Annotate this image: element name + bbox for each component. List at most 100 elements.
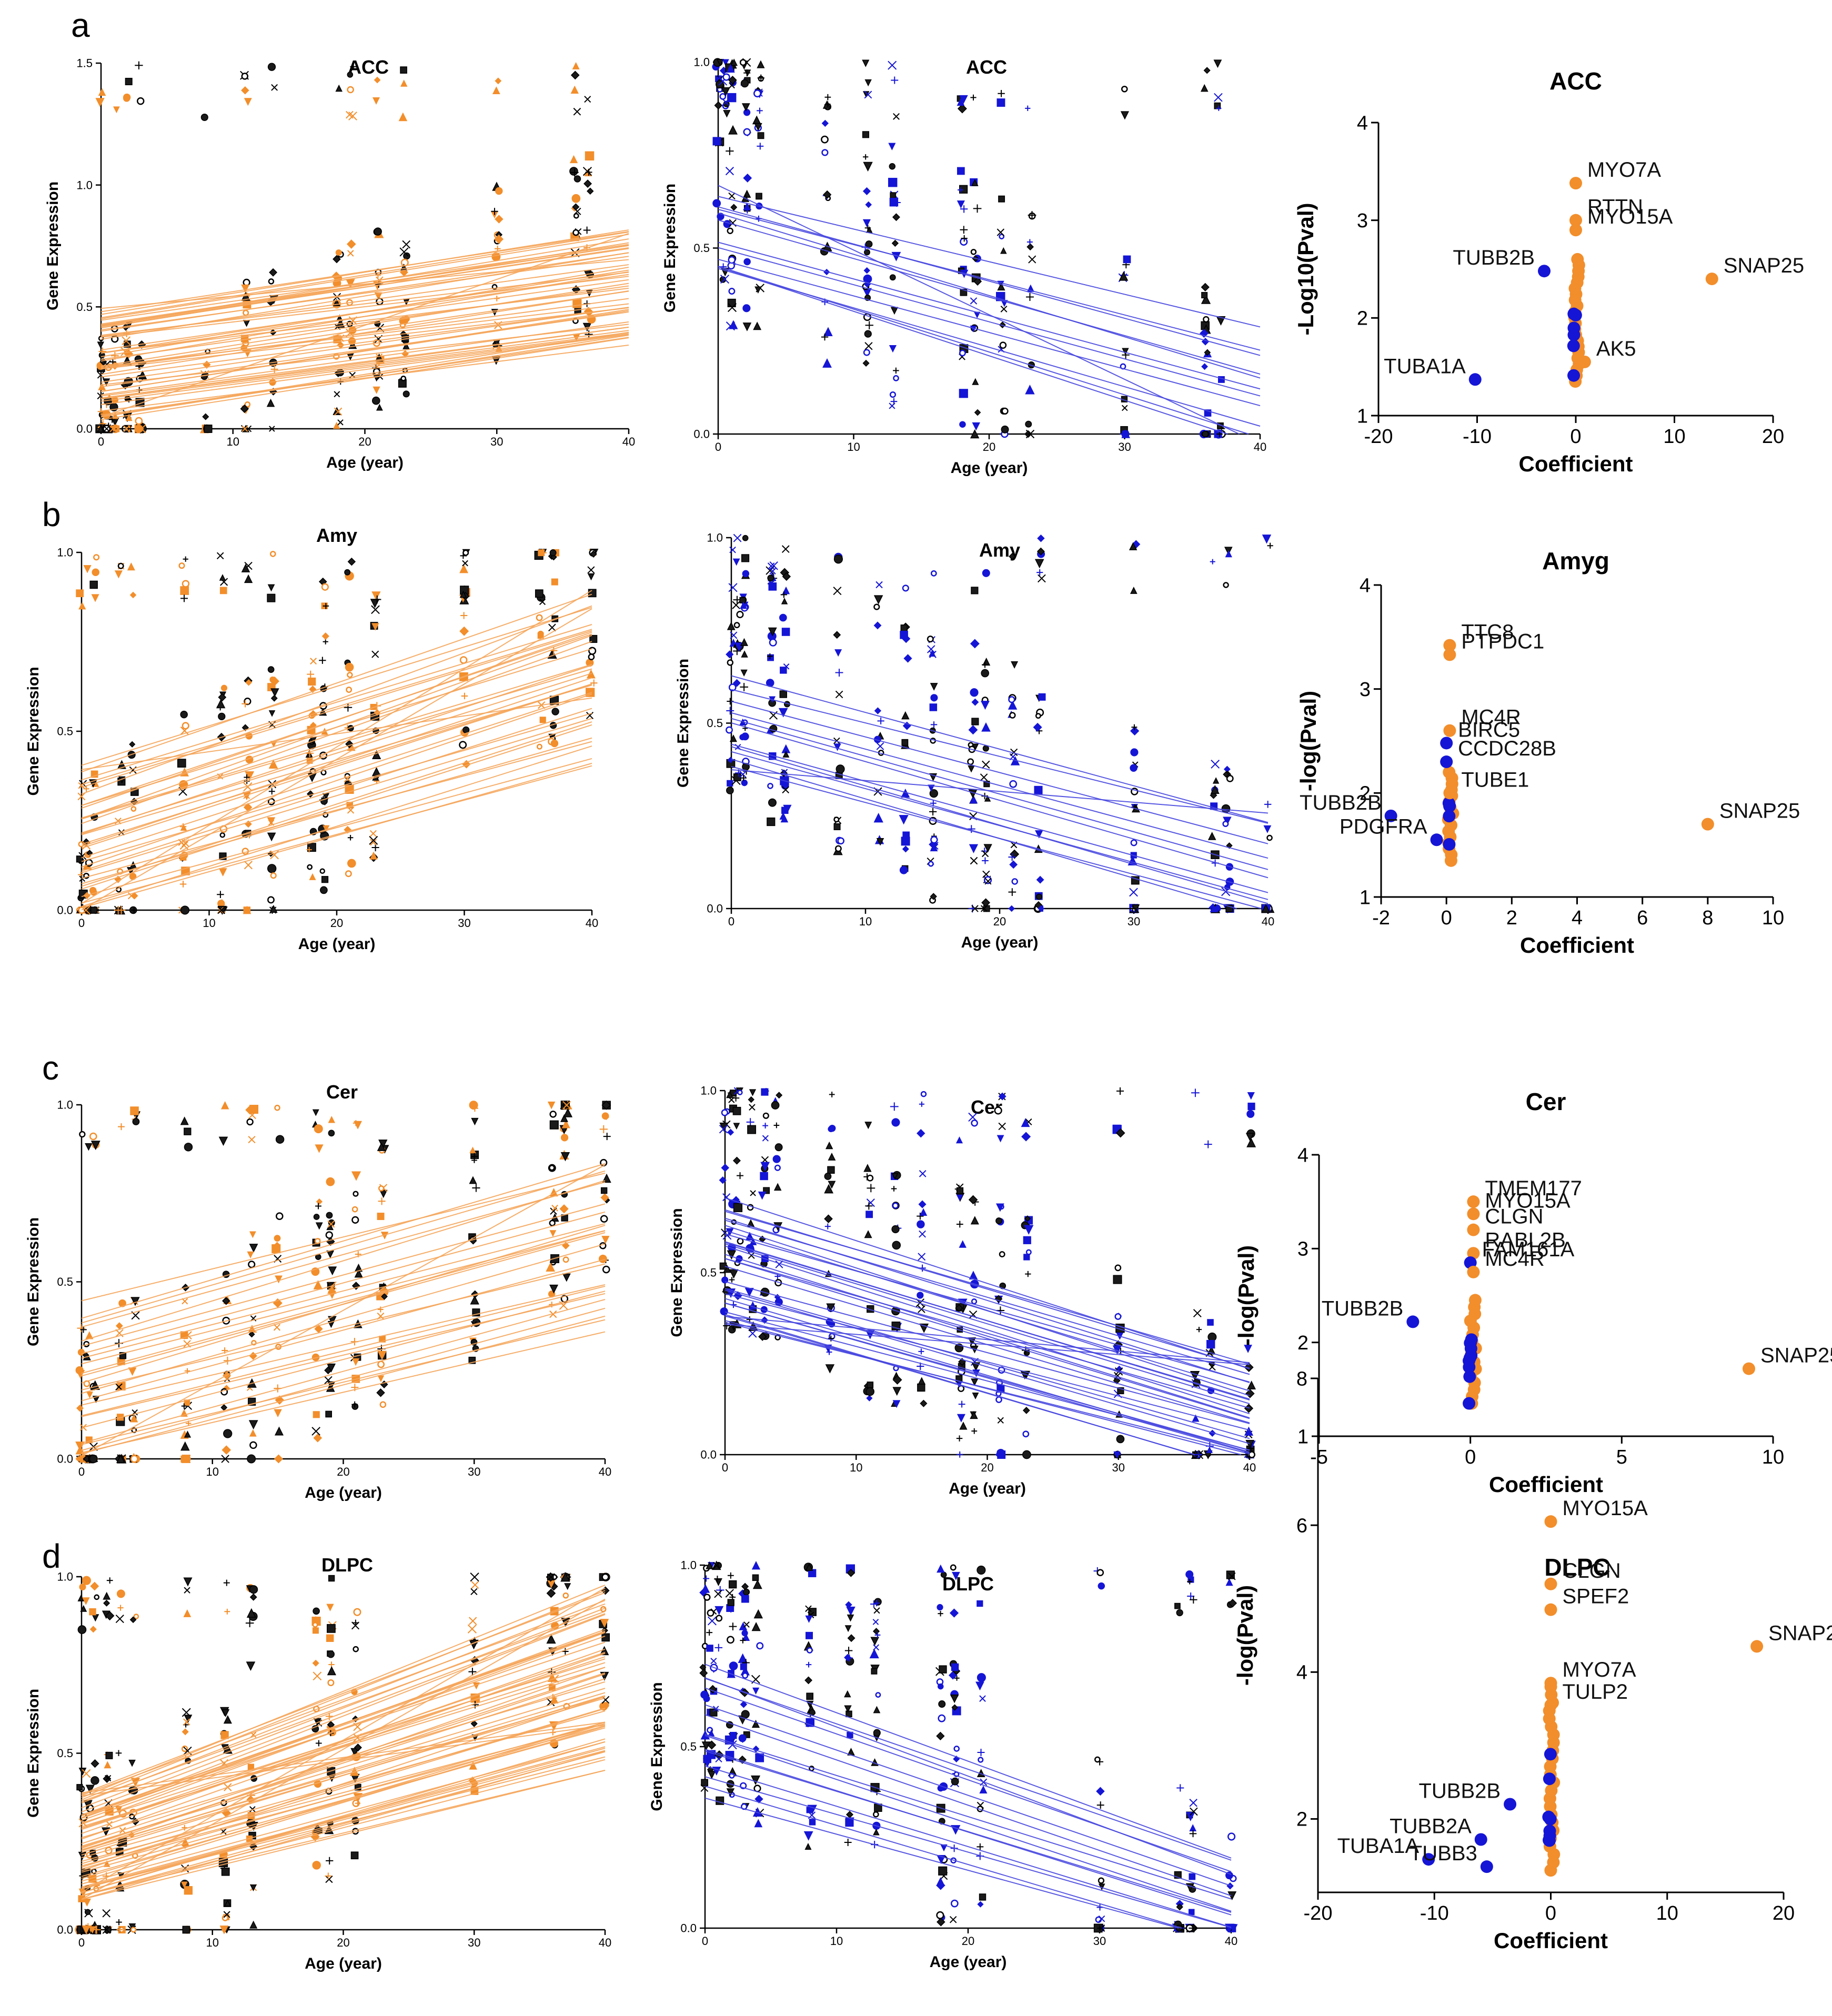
data-point (135, 417, 143, 425)
data-point (974, 409, 981, 416)
data-point (1223, 771, 1230, 778)
data-point (971, 179, 979, 186)
data-point (1212, 777, 1220, 784)
data-point (321, 632, 329, 640)
data-point (267, 817, 276, 825)
data-point (400, 79, 408, 87)
data-point (377, 1350, 387, 1360)
data-point (599, 1125, 608, 1134)
x-tick-label: 20 (330, 916, 343, 930)
data-point (114, 906, 123, 914)
chart-title: Amy (316, 525, 357, 546)
gene-cluster (1567, 253, 1586, 388)
data-point (1038, 905, 1045, 912)
data-point (958, 187, 963, 193)
data-point (337, 419, 344, 426)
x-tick-label: -5 (1310, 1446, 1328, 1468)
data-point (1036, 893, 1042, 900)
gene-point (1567, 328, 1581, 341)
trend-line (100, 231, 629, 318)
data-point (402, 240, 411, 249)
data-point (180, 824, 187, 831)
data-point (1203, 316, 1210, 323)
data-point (888, 178, 898, 187)
data-point (806, 1807, 813, 1813)
data-point (182, 1825, 188, 1831)
data-point (325, 1410, 333, 1418)
trend-line (81, 1662, 606, 1829)
gene-point (1544, 1812, 1557, 1826)
trend-line (731, 722, 1269, 879)
data-point (767, 653, 773, 659)
data-point (122, 336, 131, 346)
trend-line (81, 1223, 606, 1359)
data-point (1176, 1609, 1183, 1617)
data-point (91, 594, 99, 602)
data-point (957, 1451, 963, 1458)
data-point (782, 786, 790, 794)
data-point (867, 1184, 875, 1193)
x-axis-label: Age (year) (305, 1955, 382, 1972)
data-point (740, 601, 747, 609)
data-point (977, 1901, 984, 1908)
y-tick-label: 0.5 (57, 1747, 73, 1760)
data-point (873, 813, 883, 823)
data-point (728, 192, 736, 200)
trend-line (704, 1687, 1232, 1872)
data-point (180, 1454, 189, 1463)
trend-line (81, 1741, 606, 1885)
gene-point (1443, 724, 1456, 737)
trend-line (81, 1164, 606, 1457)
data-point (345, 662, 354, 672)
data-point (1130, 764, 1138, 772)
data-point (720, 1307, 728, 1316)
data-point (347, 835, 354, 841)
data-point (371, 623, 379, 631)
data-point (867, 1382, 874, 1388)
trend-line (81, 605, 592, 795)
data-point (754, 123, 762, 132)
data-point (246, 1661, 256, 1671)
trend-line (704, 1735, 1232, 1912)
data-point (354, 1783, 361, 1791)
data-point (1203, 67, 1211, 74)
data-point (727, 303, 737, 313)
x-tick-label: -2 (1372, 907, 1390, 929)
data-point (89, 1626, 97, 1633)
trend-line (731, 759, 1237, 909)
data-point (1116, 1435, 1125, 1444)
data-point (268, 710, 276, 717)
data-point (971, 1378, 979, 1386)
data-point (743, 173, 752, 183)
data-point (220, 1101, 229, 1110)
data-point (320, 886, 328, 894)
data-point (350, 1748, 359, 1757)
data-point (309, 873, 316, 880)
gene-point (1544, 1677, 1557, 1690)
x-tick-label: 10 (850, 1461, 862, 1474)
data-point (351, 1401, 358, 1408)
data-point (984, 878, 992, 885)
data-point (1202, 430, 1209, 438)
data-point (468, 1617, 477, 1625)
data-point (373, 386, 380, 394)
data-point (82, 1769, 91, 1778)
data-point (891, 1186, 897, 1192)
x-tick-label: 20 (337, 1465, 349, 1478)
data-point (893, 113, 900, 120)
data-point (806, 1661, 812, 1668)
data-point (1247, 1102, 1255, 1111)
data-point (89, 1608, 96, 1616)
data-point (249, 1244, 258, 1253)
data-point (741, 1710, 750, 1719)
data-point (1034, 785, 1043, 794)
trend-line (718, 209, 1261, 351)
data-point (373, 595, 381, 604)
data-point (999, 234, 1005, 239)
trend-line (704, 1776, 1232, 1928)
data-points (75, 1100, 611, 1464)
y-tick-label: 2 (1297, 1332, 1308, 1354)
y-axis-label: Gene Expression (668, 1208, 686, 1337)
data-point (105, 1611, 115, 1621)
data-point (918, 1200, 927, 1208)
